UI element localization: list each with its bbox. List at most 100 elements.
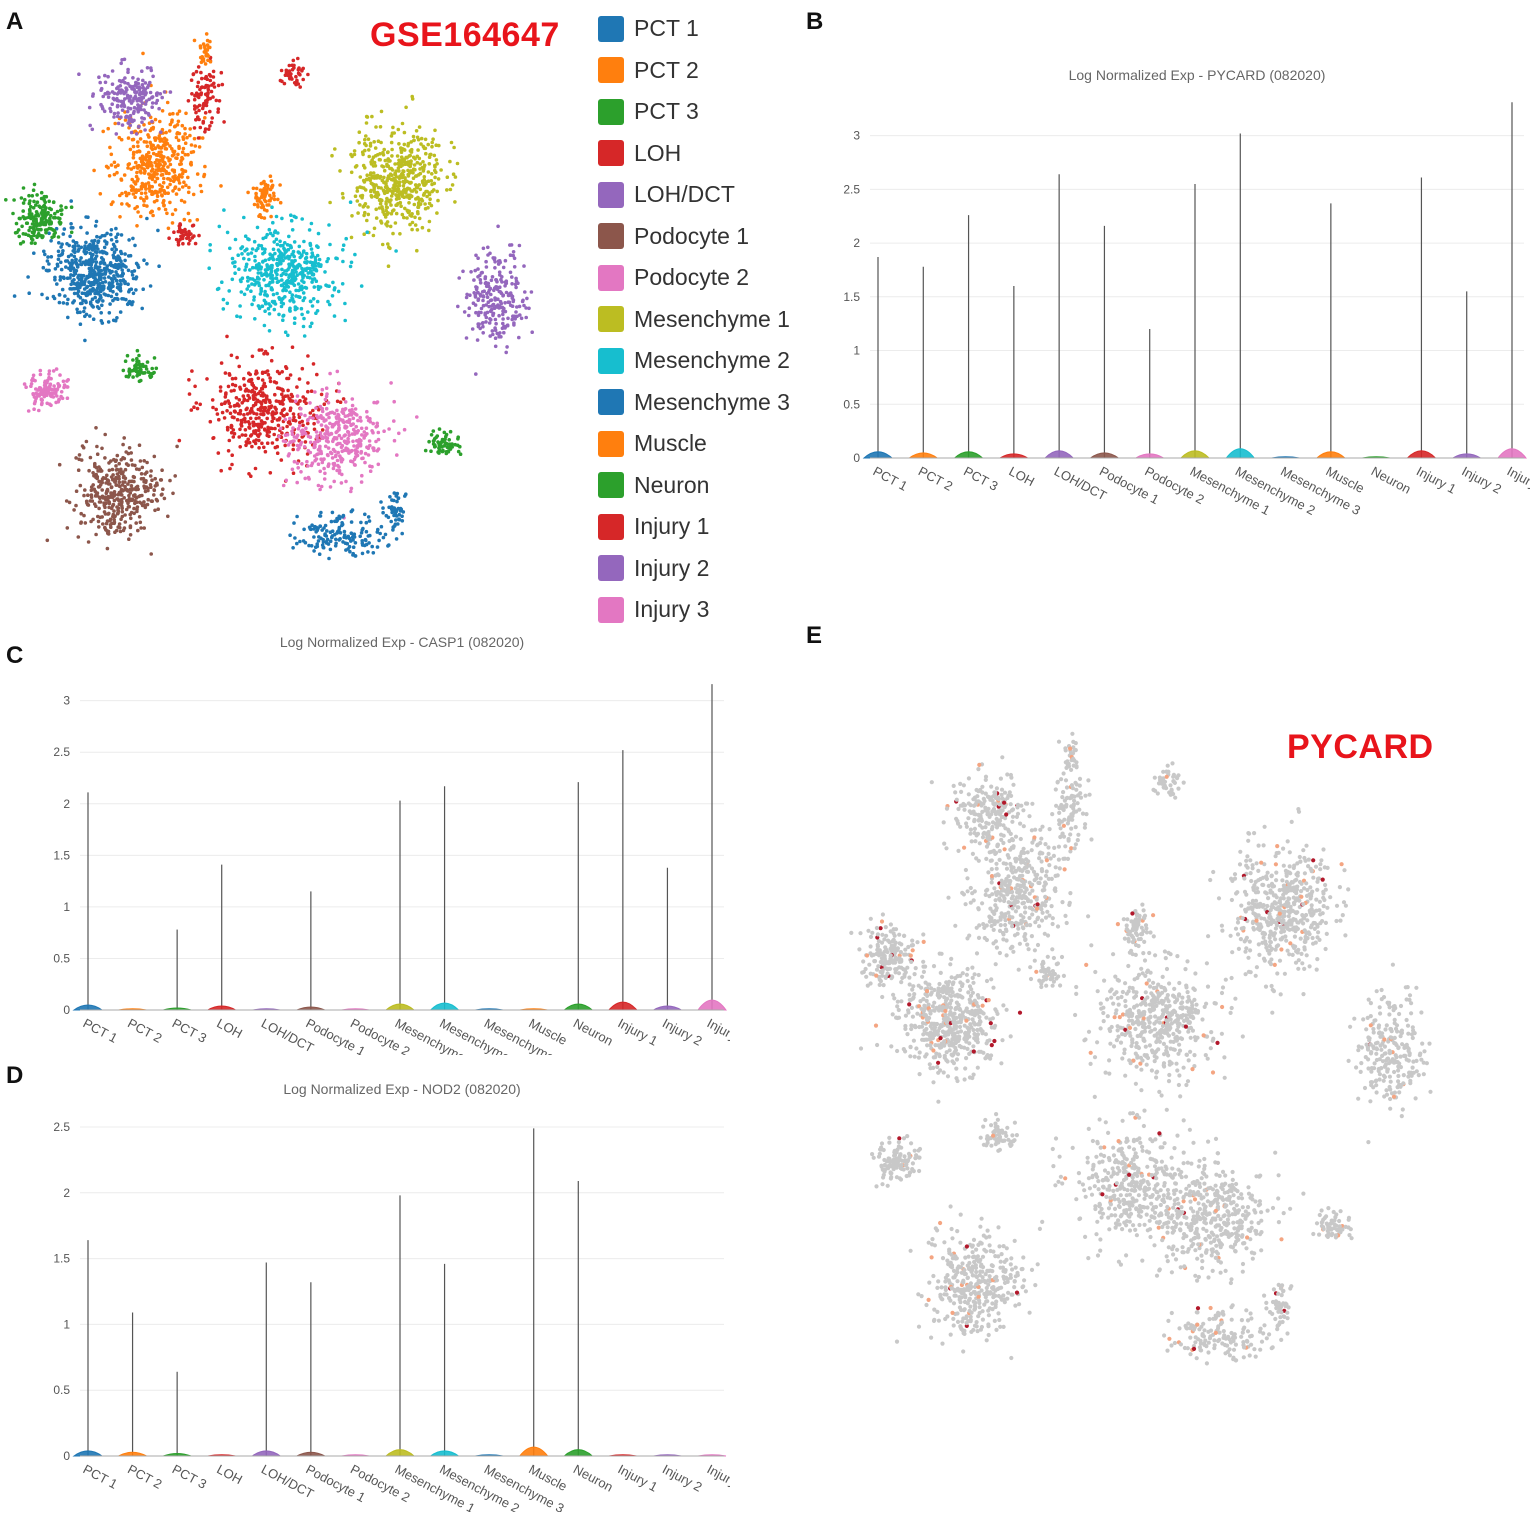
cell-point (94, 219, 99, 224)
cell-point (375, 421, 380, 426)
cell-point (117, 461, 121, 466)
cell-point (156, 228, 160, 233)
cell-point (177, 226, 182, 231)
violin-casp1: Log Normalized Exp - CASP1 (082020) 0 0.5 1… (30, 625, 749, 1070)
cell-point (376, 527, 380, 532)
cell-point (280, 216, 284, 221)
cell-point (344, 479, 348, 484)
cell-point (168, 112, 172, 116)
y-tick-label: 2.5 (53, 1120, 70, 1134)
cell-point (93, 279, 97, 284)
cell-point (101, 94, 105, 99)
cell-point (197, 233, 201, 238)
cell-point (180, 234, 185, 238)
cell-point (514, 285, 518, 290)
cell-point (44, 218, 49, 223)
x-tick-label: PCT 2 (125, 1461, 164, 1491)
cell-point (20, 224, 24, 229)
cell-point (415, 160, 420, 165)
cell-point (328, 547, 333, 552)
cell-point (282, 281, 287, 286)
cell-point (116, 121, 121, 126)
cell-point (401, 184, 406, 188)
cell-point (393, 182, 398, 186)
cell-point (515, 305, 519, 309)
cell-point (299, 306, 304, 311)
cell-point (372, 160, 377, 165)
cell-point (98, 284, 102, 288)
cell-point (147, 113, 151, 117)
cell-point (263, 247, 267, 252)
cell-point (349, 520, 354, 524)
cell-point (390, 131, 395, 135)
cell-point (318, 469, 323, 474)
violin-body (72, 1450, 104, 1457)
cell-point (427, 155, 432, 159)
cell-point (172, 177, 177, 182)
cell-point (142, 171, 147, 175)
cell-point (440, 445, 444, 449)
cell-point (484, 280, 488, 285)
cell-point (284, 288, 289, 293)
cell-point (61, 301, 66, 305)
legend-item-mesenchyme-1: Mesenchyme 1 (598, 299, 790, 341)
cell-point (288, 299, 292, 303)
cell-point (326, 401, 331, 405)
cell-point (330, 294, 335, 298)
cell-point (473, 295, 478, 299)
cell-point (115, 505, 119, 509)
cell-point (403, 494, 407, 498)
cell-point (115, 239, 119, 244)
cell-point (155, 198, 159, 203)
cell-point (122, 526, 127, 530)
cell-point (389, 140, 394, 145)
cell-point (338, 537, 342, 541)
cell-point (107, 311, 112, 315)
cell-point (79, 256, 83, 260)
cell-point (149, 469, 153, 473)
cell-point (430, 144, 434, 149)
cell-point (297, 72, 301, 76)
cell-point (109, 163, 114, 167)
cell-point (495, 279, 499, 284)
cell-point (212, 85, 217, 89)
cell-point (136, 140, 140, 144)
cell-point (101, 522, 105, 526)
cell-point (491, 332, 495, 337)
cell-point (209, 120, 214, 125)
cell-point (283, 443, 288, 448)
cell-point (371, 551, 376, 555)
cell-point (31, 373, 36, 378)
cell-point (125, 498, 129, 503)
cell-point (449, 140, 454, 145)
cell-point (75, 307, 79, 312)
cell-point (207, 127, 211, 131)
cell-point (291, 447, 296, 452)
cell-point (245, 412, 250, 416)
cell-point (270, 299, 275, 304)
cell-point (394, 203, 398, 207)
cell-point (397, 517, 402, 522)
cell-point (114, 247, 118, 252)
cell-point (334, 416, 339, 421)
cell-point (966, 990, 971, 995)
cell-point (116, 508, 120, 512)
cell-point (129, 117, 134, 122)
cell-point (61, 249, 65, 253)
cell-point (393, 172, 398, 177)
cell-point (384, 184, 389, 189)
cell-point (430, 140, 435, 145)
cell-point (416, 148, 420, 152)
cell-point (114, 483, 119, 487)
cell-point (424, 151, 428, 156)
cell-point (47, 385, 51, 390)
cell-point (447, 445, 452, 450)
cell-point (429, 433, 434, 437)
cell-point (150, 105, 154, 109)
cell-point (400, 531, 405, 536)
cell-point (411, 134, 416, 139)
cell-point (290, 67, 295, 72)
cell-point (242, 376, 246, 381)
cell-point (29, 213, 34, 218)
cell-point (181, 137, 186, 141)
